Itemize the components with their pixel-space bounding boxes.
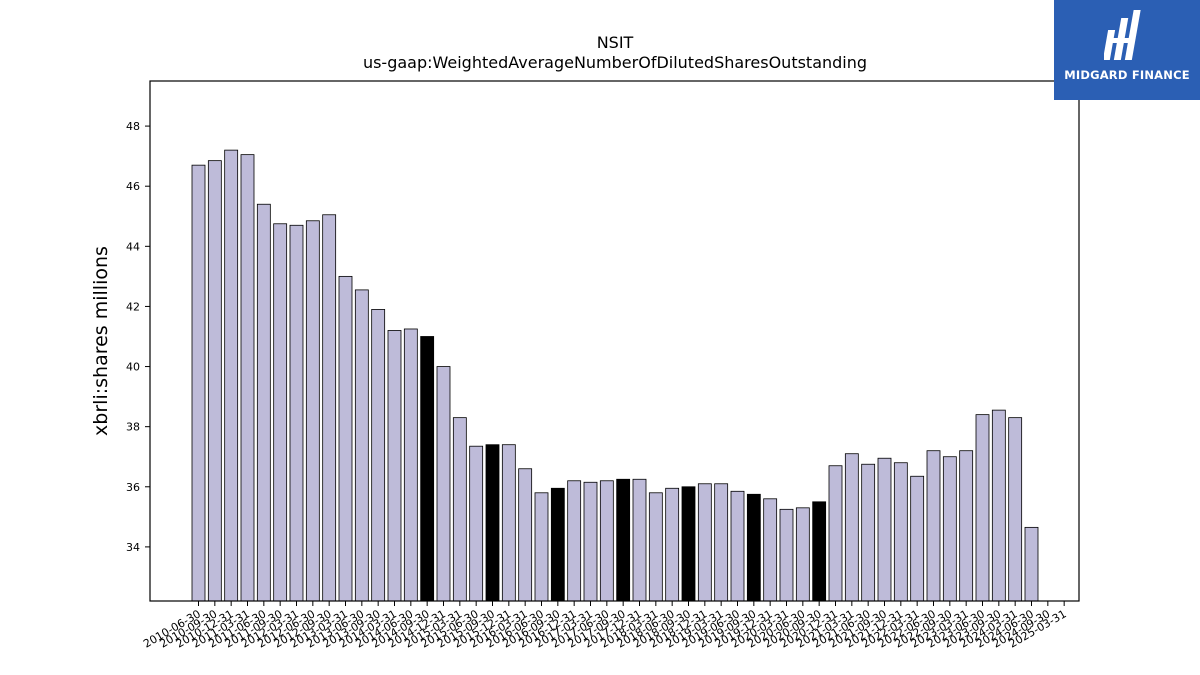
chart-subtitle: us-gaap:WeightedAverageNumberOfDilutedSh… (363, 53, 867, 72)
bar-2019-03-31 (714, 483, 729, 602)
bar-2014-06-30 (403, 328, 418, 602)
bar-2016-03-31 (518, 468, 533, 602)
bar-2015-09-30 (485, 444, 500, 602)
bar-2010-09-30 (207, 160, 222, 602)
midgard-logo-mark-icon (1104, 10, 1141, 60)
bar-2022-03-31 (910, 475, 925, 602)
bar-2017-06-30 (599, 480, 614, 602)
plot-frame (149, 80, 1080, 602)
bar-2024-03-31 (1008, 417, 1023, 602)
y-tick-label: 42 (126, 300, 140, 313)
bar-2019-09-30 (746, 493, 761, 602)
bars-group (191, 149, 1039, 602)
y-tick-label: 38 (126, 421, 140, 434)
midgard-finance-logo: MIDGARD FINANCE (1054, 0, 1200, 100)
bar-2024-06-30 (1024, 526, 1039, 602)
bar-2014-09-30 (420, 336, 435, 602)
bar-2019-06-30 (730, 490, 745, 602)
chart-title: NSIT (597, 33, 634, 52)
bar-2016-12-31 (567, 480, 582, 602)
bar-2021-12-31 (893, 462, 908, 602)
bar-2011-06-30 (256, 203, 271, 602)
bar-2013-09-30 (371, 309, 386, 602)
bar-2015-06-30 (469, 445, 484, 602)
bar-2011-03-31 (240, 154, 255, 602)
bar-2015-12-31 (501, 444, 516, 602)
bar-2017-12-31 (632, 478, 647, 602)
bar-2012-03-31 (289, 224, 304, 602)
bar-2018-09-30 (681, 486, 696, 602)
y-ticks-group: 34 36 38 40 42 44 46 48 (126, 120, 150, 554)
bar-2020-09-30 (812, 501, 827, 602)
bar-2021-06-30 (861, 463, 876, 602)
bar-2022-06-30 (926, 450, 941, 602)
bar-2021-09-30 (877, 457, 892, 602)
bar-2014-12-31 (436, 366, 451, 602)
bar-2019-12-31 (763, 498, 778, 602)
bar-2018-06-30 (665, 487, 680, 602)
bar-2020-12-31 (828, 465, 843, 602)
bar-2010-06-30 (191, 164, 206, 602)
y-tick-label: 48 (126, 120, 140, 133)
bar-2014-03-31 (387, 330, 402, 602)
bar-2018-12-31 (697, 483, 712, 602)
bar-2023-03-31 (959, 450, 974, 602)
bar-2012-06-30 (305, 220, 320, 602)
bar-2020-03-31 (779, 508, 794, 602)
bar-2023-09-30 (991, 409, 1006, 602)
bar-2010-12-31 (224, 149, 239, 602)
x-ticks-group: 2010-06-302010-09-302010-12-312011-03-31… (141, 601, 1069, 651)
y-tick-label: 36 (126, 481, 140, 494)
bar-2018-03-31 (648, 492, 663, 602)
bar-2022-09-30 (942, 456, 957, 602)
y-tick-label: 46 (126, 180, 140, 193)
bar-2013-06-30 (354, 289, 369, 602)
bar-2012-09-30 (322, 214, 337, 602)
y-tick-label: 34 (126, 541, 140, 554)
bar-2015-03-31 (452, 417, 467, 602)
bar-2017-03-31 (583, 481, 598, 602)
y-tick-label: 40 (126, 361, 140, 374)
bar-2023-06-30 (975, 414, 990, 602)
bar-2021-03-31 (844, 453, 859, 602)
y-axis-label: xbrli:shares millions (90, 246, 112, 436)
logo-text: MIDGARD FINANCE (1064, 68, 1190, 82)
y-tick-label: 44 (126, 240, 140, 253)
bar-2013-03-31 (338, 275, 353, 602)
bar-2016-09-30 (550, 487, 565, 602)
bar-2011-09-30 (273, 223, 288, 602)
bar-2016-06-30 (534, 492, 549, 602)
bar-2017-09-30 (616, 478, 631, 602)
bar-2020-06-30 (795, 507, 810, 602)
